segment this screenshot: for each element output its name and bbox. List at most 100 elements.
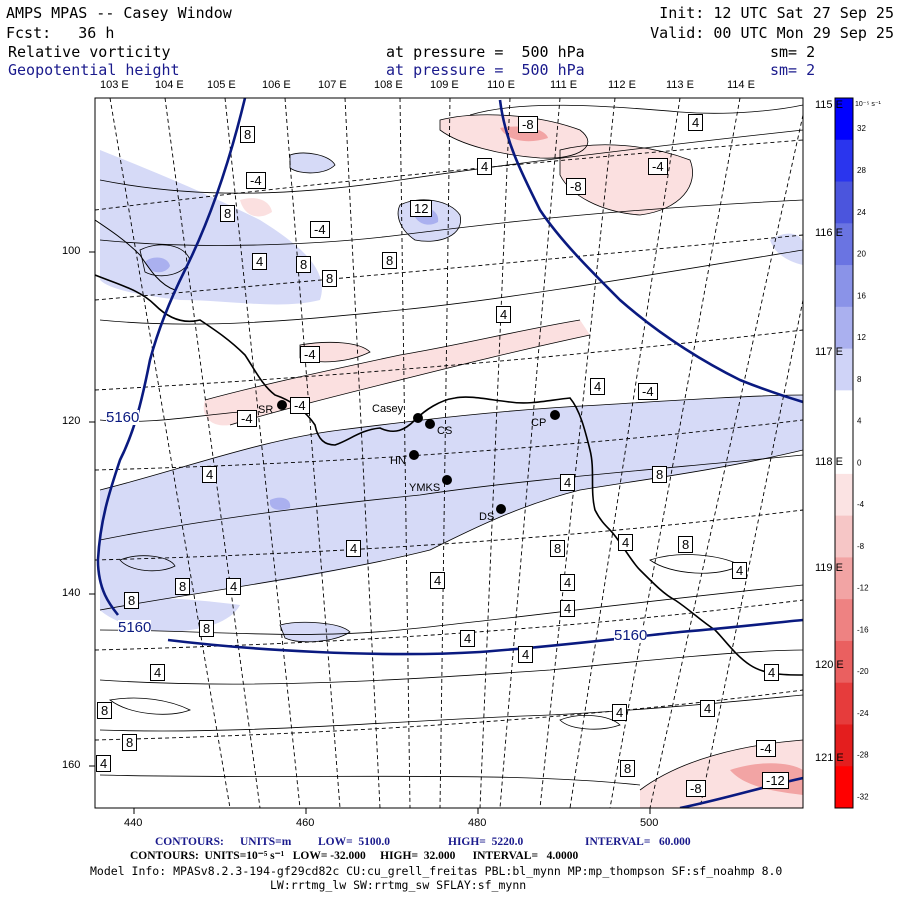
- vorticity-contour-label: 4: [590, 378, 606, 395]
- colorbar-level-label: -4: [857, 500, 865, 509]
- station-markers: [277, 400, 560, 514]
- lat-lon-grid: [95, 98, 803, 808]
- vorticity-contour-label: 8: [652, 466, 668, 483]
- vorticity-contour-label: -4: [237, 410, 257, 427]
- vorticity-contour-label: 4: [346, 540, 362, 557]
- vorticity-contour-label: -12: [762, 772, 789, 789]
- footer-height-units: UNITS=m: [240, 836, 292, 848]
- colorbar-swatch: [835, 473, 853, 517]
- colorbar-swatch: [835, 306, 853, 350]
- colorbar-frame: [834, 97, 854, 809]
- colorbar-level-label: 16: [857, 291, 866, 300]
- vorticity-contour-label: 4: [96, 755, 112, 772]
- vorticity-contour-label: 4: [764, 664, 780, 681]
- colorbar-swatch: [835, 724, 853, 767]
- right-lon-label: 121 E: [815, 752, 844, 764]
- vorticity-contour-label: 4: [226, 578, 242, 595]
- colorbar-unit-label: 10⁻⁵ s⁻¹: [855, 101, 882, 108]
- coastline-north: [95, 219, 176, 291]
- station-label-casey: Casey: [372, 403, 404, 415]
- axis-ticks: [89, 251, 651, 814]
- right-lon-label: 118 E: [815, 456, 843, 468]
- footer-height-contours: CONTOURS:: [155, 836, 224, 848]
- vorticity-contour-label: -4: [246, 172, 266, 189]
- vorticity-contour-label: 8: [550, 540, 566, 557]
- colorbar-swatch: [835, 640, 853, 684]
- colorbar-level-label: 8: [857, 375, 862, 384]
- plot-area: [95, 98, 803, 808]
- bottom-tick-label: 500: [640, 817, 659, 829]
- colorbar-swatch: [835, 682, 853, 725]
- vorticity-contour-label: -4: [638, 383, 658, 400]
- vorticity-contour-label: 8: [240, 126, 256, 143]
- bottom-tick-label: 440: [124, 817, 143, 829]
- field2-level: at pressure = 500 hPa: [386, 61, 585, 79]
- height-contour-label: 5160: [118, 619, 152, 636]
- colorbar-swatch: [835, 766, 853, 809]
- colorbar-level-label: -28: [857, 751, 869, 760]
- colorbar-swatch: [835, 98, 853, 141]
- vorticity-contour-label: 4: [732, 562, 748, 579]
- top-lon-label: 108 E: [374, 79, 403, 91]
- bottom-tick-label: 460: [296, 817, 315, 829]
- colorbar-level-label: -16: [857, 625, 869, 634]
- vorticity-contour-label: 4: [618, 534, 634, 551]
- colorbar-swatch: [835, 432, 853, 475]
- vorticity-contour-label: -4: [300, 346, 320, 363]
- vorticity-contour-label: 4: [560, 574, 576, 591]
- vorticity-contour-label: 8: [175, 578, 191, 595]
- vorticity-contour-label: 8: [382, 252, 398, 269]
- vorticity-contour-label: 12: [410, 200, 433, 217]
- right-lon-label: 119 E: [815, 562, 843, 574]
- field1-name: Relative vorticity: [8, 43, 171, 61]
- left-tick-label: 100: [62, 245, 81, 257]
- top-lon-label: 112 E: [608, 79, 636, 91]
- left-tick-label: 160: [62, 759, 81, 771]
- station-label-cp: CP: [531, 417, 547, 429]
- vorticity-contour-label: 4: [496, 306, 512, 323]
- init-time: Init: 12 UTC Sat 27 Sep 25: [659, 4, 894, 22]
- plot-title: AMPS MPAS -- Casey Window: [6, 4, 232, 22]
- top-lon-label: 104 E: [155, 79, 184, 91]
- vorticity-contour-label: 8: [620, 760, 636, 777]
- height-contour-label: 5160: [106, 409, 140, 426]
- top-lon-label: 109 E: [430, 79, 459, 91]
- station-dot-sr: [277, 400, 287, 410]
- vorticity-contour-label: 8: [322, 270, 338, 287]
- footer-model-info: Model Info: MPASv8.2.3-194-gf29cd82c CU:…: [90, 864, 783, 878]
- colorbar-swatch: [835, 515, 853, 558]
- station-dot-casey: [413, 413, 423, 423]
- station-dot-ymks: [442, 475, 452, 485]
- vorticity-contour-label: -8: [686, 780, 706, 797]
- top-lon-label: 105 E: [207, 79, 236, 91]
- vorticity-contour-label: 4: [150, 664, 166, 681]
- right-lon-label: 120 E: [815, 659, 844, 671]
- colorbar-swatch: [835, 181, 853, 224]
- field2-name: Geopotential height: [8, 61, 180, 79]
- station-label-ds: DS: [479, 511, 495, 523]
- vorticity-contour-label: -4: [756, 740, 776, 757]
- right-lon-label: 115 E: [815, 99, 843, 111]
- right-lon-label: 116 E: [815, 227, 843, 239]
- station-dot-cs: [425, 419, 435, 429]
- colorbar-level-label: 4: [857, 417, 862, 426]
- top-lon-label: 113 E: [666, 79, 694, 91]
- vorticity-contour-label: 4: [612, 704, 628, 721]
- top-lon-label: 103 E: [100, 79, 129, 91]
- vorticity-contour-label: 8: [220, 205, 236, 222]
- colorbar-level-label: 0: [857, 458, 862, 467]
- station-dot-cp: [550, 410, 560, 420]
- station-label-cs: CS: [437, 425, 453, 437]
- vorticity-contour-label: 4: [460, 630, 476, 647]
- plot-frame: [94, 97, 804, 809]
- top-lon-label: 106 E: [262, 79, 291, 91]
- top-lon-label: 111 E: [550, 79, 578, 91]
- vorticity-contour-label: -4: [290, 397, 310, 414]
- colorbar-level-label: 12: [857, 333, 866, 342]
- colorbar-swatch: [835, 557, 853, 600]
- forecast-hour: Fcst: 36 h: [6, 24, 115, 42]
- colorbar-level-label: 28: [857, 166, 866, 175]
- vorticity-contour-label: 8: [97, 702, 113, 719]
- colorbar-level-label: -8: [857, 542, 865, 551]
